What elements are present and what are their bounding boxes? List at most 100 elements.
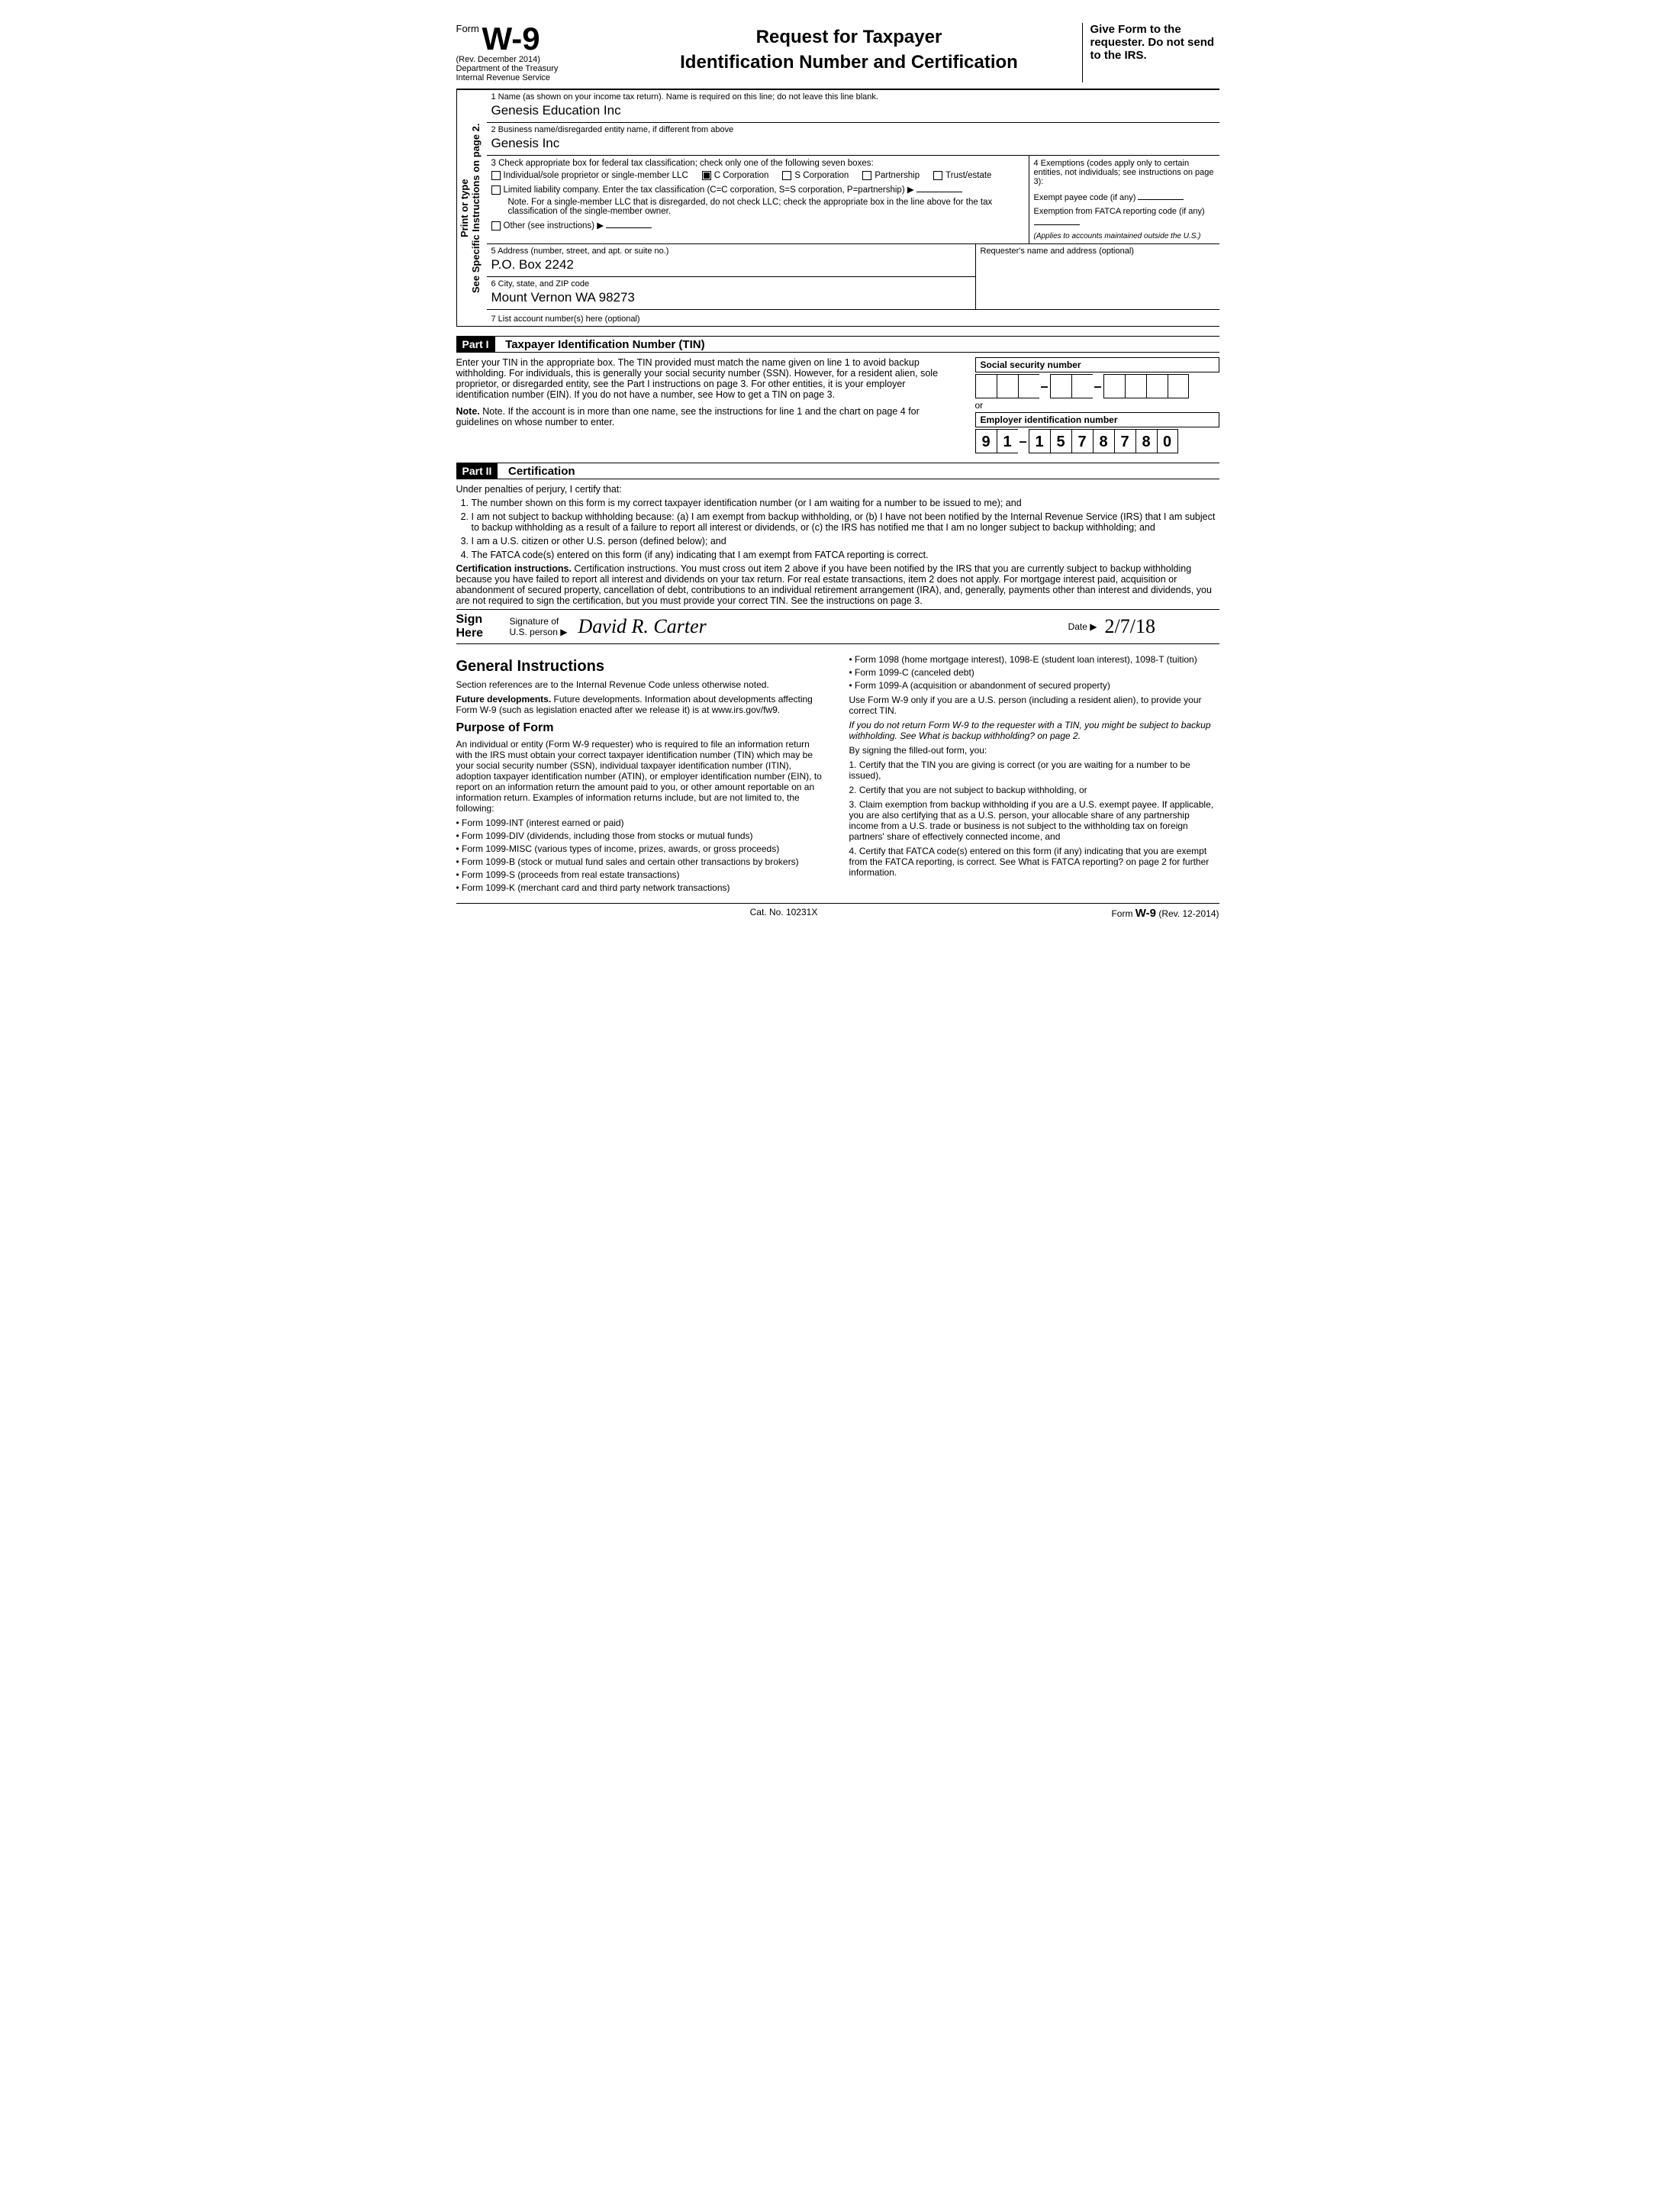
- cb-trust[interactable]: Trust/estate: [933, 171, 991, 180]
- cb-ccorp[interactable]: C Corporation: [702, 171, 769, 180]
- line5-label: 5 Address (number, street, and apt. or s…: [491, 247, 971, 256]
- part2-title: Certification: [508, 465, 575, 478]
- sig-of-label: Signature of U.S. person ▶: [510, 616, 578, 637]
- ein-d1: 1: [997, 429, 1018, 453]
- tin-boxes: Social security number – – or Employer i…: [975, 357, 1219, 453]
- cb-other[interactable]: Other (see instructions) ▶: [491, 219, 652, 231]
- cb-llc[interactable]: Limited liability company. Enter the tax…: [491, 183, 962, 195]
- fields-container: 1 Name (as shown on your income tax retu…: [487, 90, 1219, 326]
- p-if: If you do not return Form W-9 to the req…: [849, 720, 1219, 741]
- ein-row[interactable]: 9 1 – 1 5 7 8 7 8 0: [975, 429, 1219, 453]
- bullet-1: • Form 1099-INT (interest earned or paid…: [456, 817, 826, 828]
- tin-note-text: Note. If the account is in more than one…: [456, 406, 920, 427]
- line5-value[interactable]: P.O. Box 2242: [491, 256, 971, 274]
- header-right: Give Form to the requester. Do not send …: [1082, 23, 1219, 82]
- ein-d8: 0: [1157, 429, 1178, 453]
- or-text: or: [975, 400, 1219, 411]
- ssn-row[interactable]: – –: [975, 374, 1219, 398]
- revision: (Rev. December 2014): [456, 55, 617, 64]
- exempt-payee-input[interactable]: [1138, 191, 1184, 200]
- tin-note: Note. Note. If the account is in more th…: [456, 406, 960, 427]
- cat-no: Cat. No. 10231X: [750, 907, 818, 920]
- signature-row: Sign Here Signature of U.S. person ▶ Dav…: [456, 609, 1219, 644]
- exempt-payee-row: Exempt payee code (if any): [1034, 191, 1215, 202]
- line1-value[interactable]: Genesis Education Inc: [491, 102, 1215, 120]
- ein-d5: 8: [1093, 429, 1114, 453]
- bullet-2: • Form 1099-DIV (dividends, including th…: [456, 830, 826, 841]
- n4: 4. Certify that FATCA code(s) entered on…: [849, 846, 1219, 878]
- ein-d0: 9: [975, 429, 997, 453]
- line1-label: 1 Name (as shown on your income tax retu…: [491, 92, 1215, 102]
- n1: 1. Certify that the TIN you are giving i…: [849, 759, 1219, 781]
- side-label: Print or typeSee Specific Instructions o…: [456, 90, 487, 326]
- form-code: W-9: [482, 23, 540, 55]
- bullet-8: • Form 1099-C (canceled debt): [849, 667, 1219, 678]
- ein-d7: 8: [1135, 429, 1157, 453]
- cb-ccorp-label: C Corporation: [714, 171, 769, 180]
- line3-label: 3 Check appropriate box for federal tax …: [491, 159, 1024, 168]
- cb-partnership-label: Partnership: [875, 171, 920, 180]
- form-header: Form W-9 (Rev. December 2014) Department…: [456, 23, 1219, 90]
- ein-d4: 7: [1071, 429, 1093, 453]
- line6-value[interactable]: Mount Vernon WA 98273: [491, 289, 971, 307]
- p-purpose: An individual or entity (Form W-9 reques…: [456, 739, 826, 814]
- tin-text: Enter your TIN in the appropriate box. T…: [456, 357, 960, 453]
- tin-para1: Enter your TIN in the appropriate box. T…: [456, 357, 960, 400]
- exempt-payee-label: Exempt payee code (if any): [1034, 193, 1136, 202]
- p-use: Use Form W-9 only if you are a U.S. pers…: [849, 695, 1219, 716]
- line2-label: 2 Business name/disregarded entity name,…: [491, 125, 1215, 134]
- footer-form: Form W-9 (Rev. 12-2014): [1111, 907, 1219, 920]
- ein-d2: 1: [1029, 429, 1050, 453]
- part1-header-row: Part I Taxpayer Identification Number (T…: [456, 336, 1219, 353]
- p-sign: By signing the filled-out form, you:: [849, 745, 1219, 756]
- form-word: Form: [456, 23, 479, 34]
- line6-row: 6 City, state, and ZIP code Mount Vernon…: [487, 277, 975, 309]
- h-purpose: Purpose of Form: [456, 721, 826, 735]
- dept-line2: Internal Revenue Service: [456, 73, 617, 82]
- cb-llc-label: Limited liability company. Enter the tax…: [504, 185, 914, 195]
- line1-row: 1 Name (as shown on your income tax retu…: [487, 90, 1219, 123]
- p-section: Section references are to the Internal R…: [456, 679, 826, 690]
- signature-value[interactable]: David R. Carter: [578, 615, 1061, 638]
- address-left: 5 Address (number, street, and apt. or s…: [487, 244, 975, 309]
- line4-block: 4 Exemptions (codes apply only to certai…: [1029, 156, 1219, 243]
- header-center: Request for Taxpayer Identification Numb…: [617, 23, 1082, 82]
- bullet-6: • Form 1099-K (merchant card and third p…: [456, 882, 826, 893]
- part1-badge: Part I: [456, 337, 495, 352]
- cert-item1: The number shown on this form is my corr…: [472, 498, 1219, 508]
- other-input[interactable]: [606, 219, 652, 228]
- instructions-col2: • Form 1098 (home mortgage interest), 10…: [849, 652, 1219, 895]
- header-left: Form W-9 (Rev. December 2014) Department…: [456, 23, 617, 82]
- llc-class-input[interactable]: [916, 183, 962, 192]
- certification-text: Under penalties of perjury, I certify th…: [456, 484, 1219, 606]
- tin-block: Enter your TIN in the appropriate box. T…: [456, 357, 1219, 453]
- line2-value[interactable]: Genesis Inc: [491, 134, 1215, 153]
- applies-note: (Applies to accounts maintained outside …: [1034, 232, 1215, 240]
- cert-item4: The FATCA code(s) entered on this form (…: [472, 550, 1219, 560]
- requester-block[interactable]: Requester's name and address (optional): [975, 244, 1219, 309]
- ein-label: Employer identification number: [975, 412, 1219, 427]
- line5-row: 5 Address (number, street, and apt. or s…: [487, 244, 975, 277]
- cb-partnership[interactable]: Partnership: [862, 171, 920, 180]
- cb-individual[interactable]: Individual/sole proprietor or single-mem…: [491, 171, 688, 180]
- part1-title: Taxpayer Identification Number (TIN): [505, 338, 704, 351]
- title-line2: Identification Number and Certification: [617, 52, 1082, 73]
- line6-label: 6 City, state, and ZIP code: [491, 279, 971, 289]
- date-value[interactable]: 2/7/18: [1105, 615, 1219, 638]
- classification-row: 3 Check appropriate box for federal tax …: [487, 156, 1219, 244]
- p-future: Future developments. Future developments…: [456, 694, 826, 715]
- line7-label: 7 List account number(s) here (optional): [491, 314, 640, 324]
- cb-individual-label: Individual/sole proprietor or single-mem…: [504, 171, 688, 180]
- date-label: Date ▶: [1068, 621, 1097, 632]
- cb-other-label: Other (see instructions) ▶: [504, 221, 604, 231]
- n2: 2. Certify that you are not subject to b…: [849, 785, 1219, 795]
- fatca-input[interactable]: [1034, 216, 1080, 225]
- sign-here-label: Sign Here: [456, 613, 510, 640]
- p-if-text: If you do not return Form W-9 to the req…: [849, 720, 1211, 741]
- bullet-5: • Form 1099-S (proceeds from real estate…: [456, 869, 826, 880]
- cb-scorp[interactable]: S Corporation: [782, 171, 849, 180]
- title-line1: Request for Taxpayer: [617, 27, 1082, 48]
- part2-header-row: Part II Certification: [456, 463, 1219, 479]
- bullet-9: • Form 1099-A (acquisition or abandonmen…: [849, 680, 1219, 691]
- bullet-3: • Form 1099-MISC (various types of incom…: [456, 843, 826, 854]
